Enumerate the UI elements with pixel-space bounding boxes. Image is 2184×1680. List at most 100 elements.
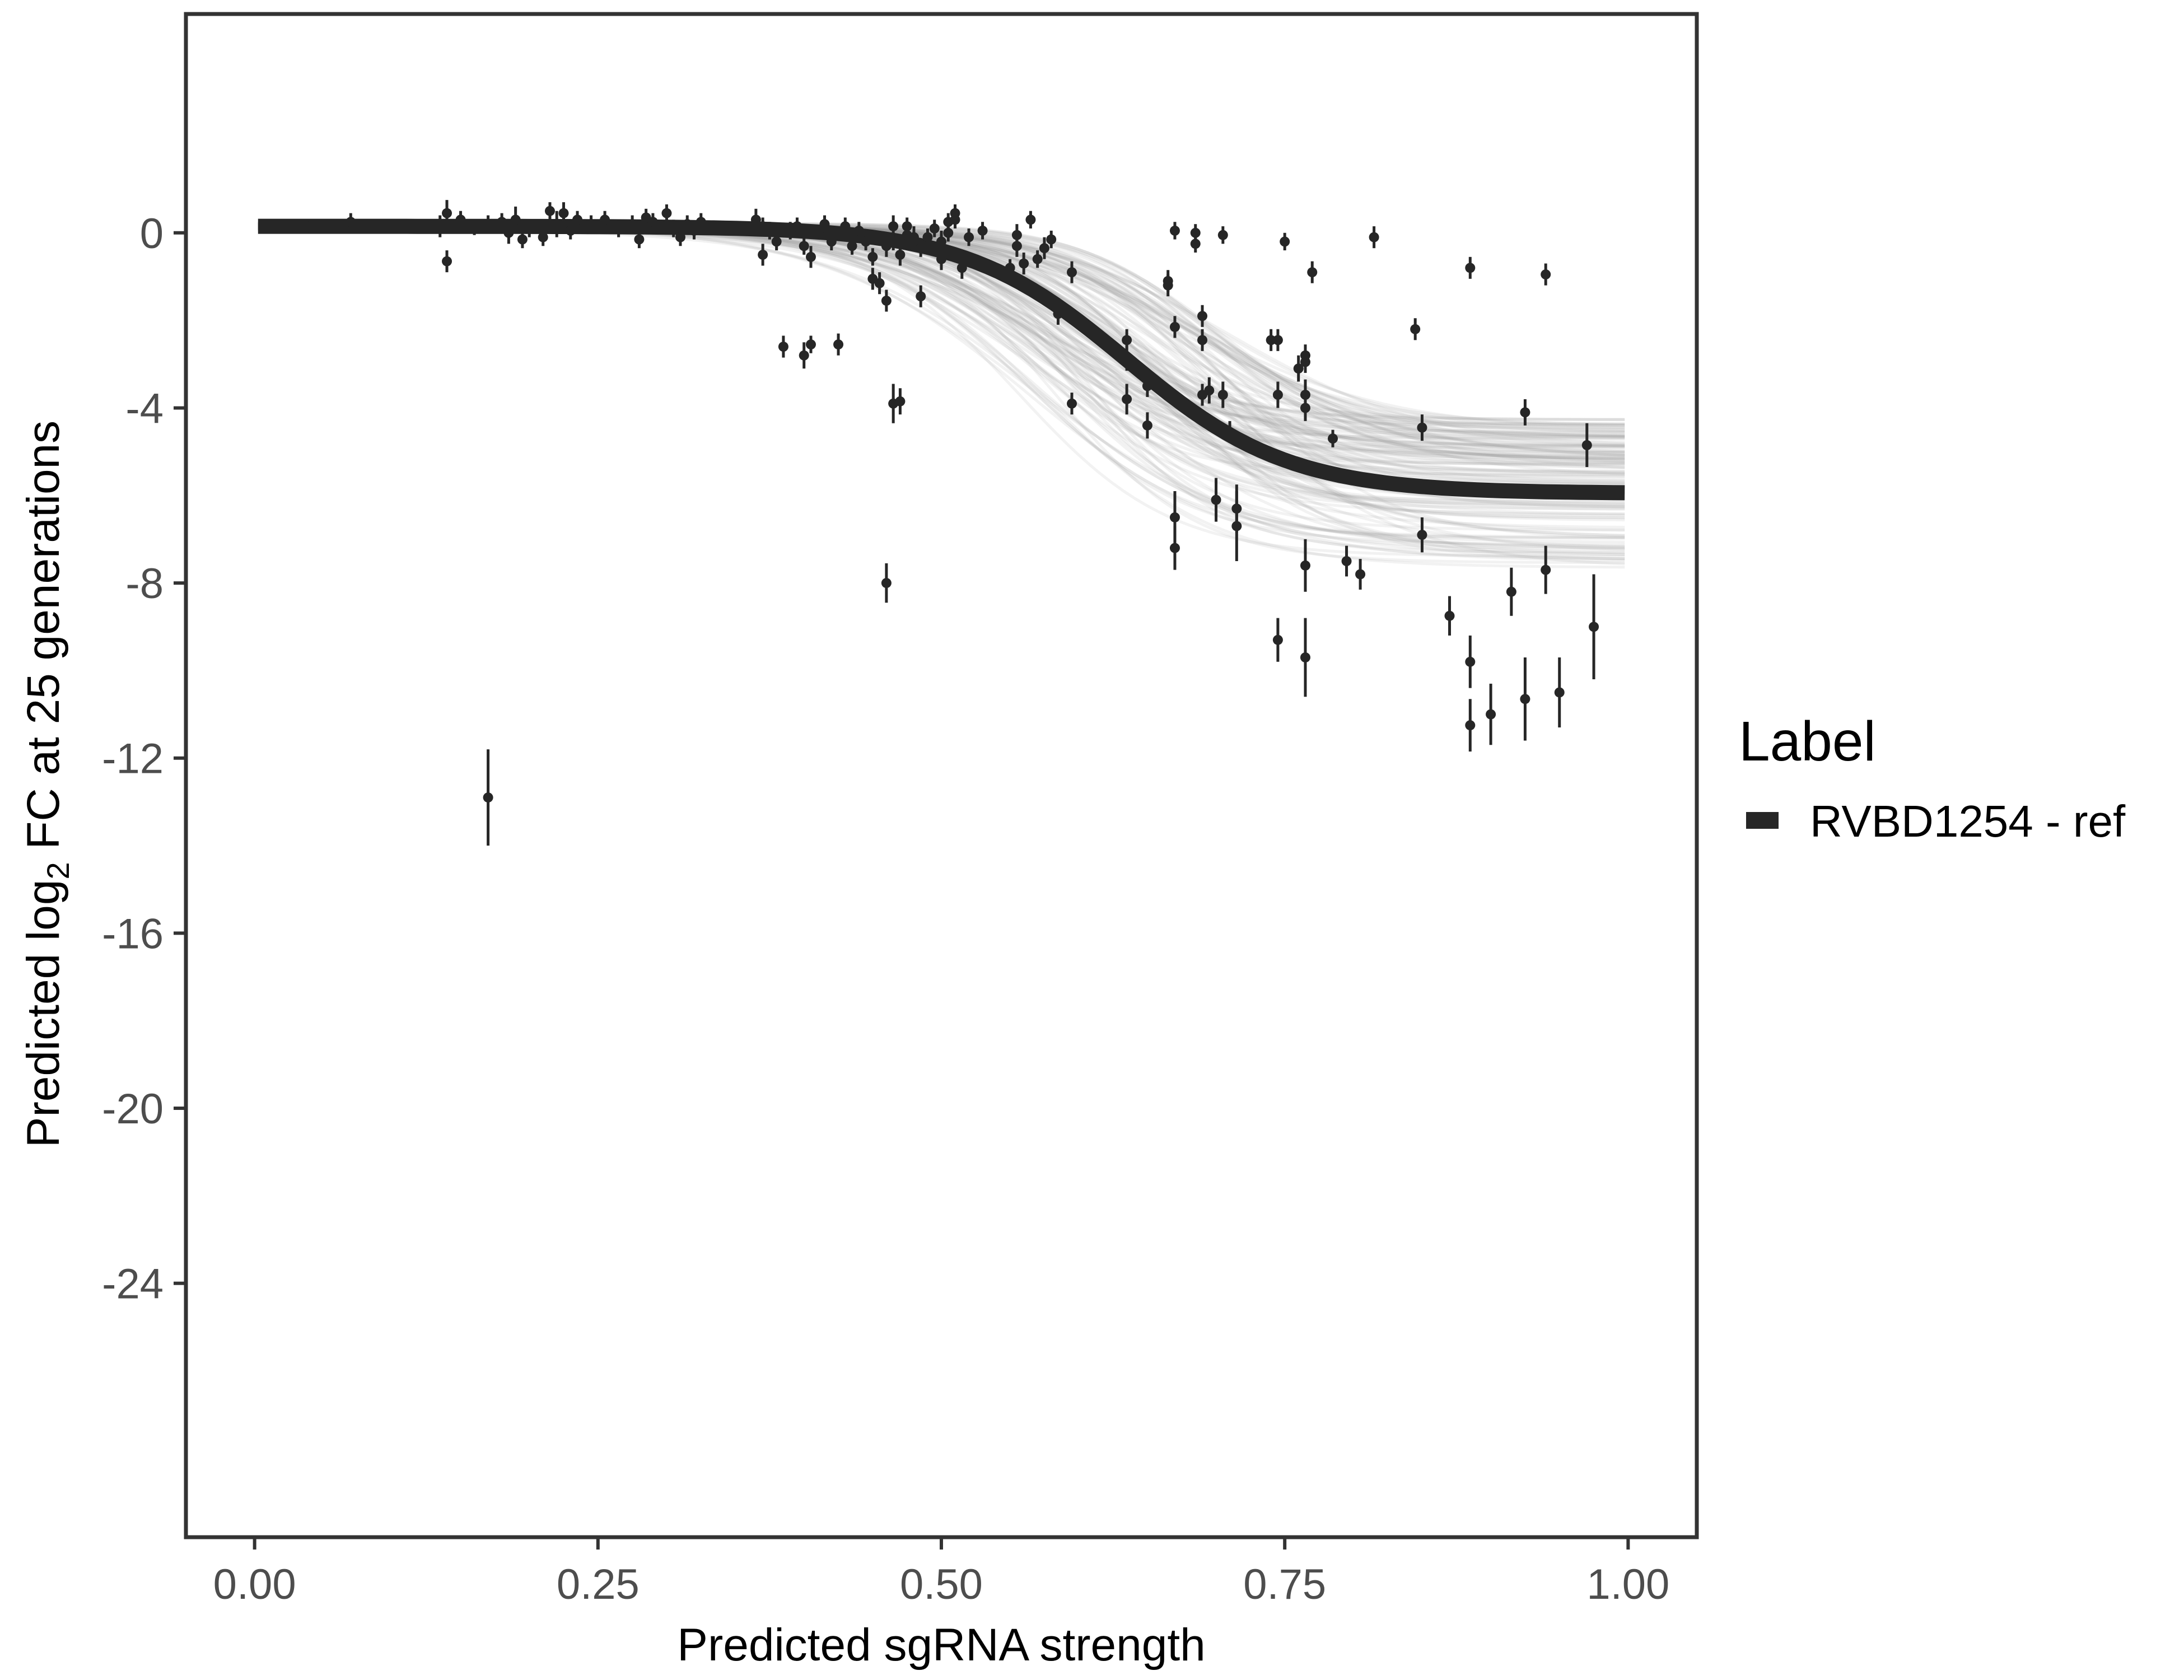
data-point-marker xyxy=(874,278,885,288)
x-tick-label: 0.00 xyxy=(213,1561,296,1608)
data-point xyxy=(758,244,768,266)
data-point-marker xyxy=(1067,267,1077,278)
y-axis-title: Predicted log2 FC at 25 generations xyxy=(18,421,76,1147)
data-point xyxy=(1520,399,1530,426)
data-point xyxy=(1272,381,1283,408)
data-point-marker xyxy=(1307,267,1318,278)
data-point xyxy=(1067,393,1077,415)
data-point-marker xyxy=(1520,407,1530,418)
data-point xyxy=(1417,517,1427,553)
data-point-marker xyxy=(936,236,946,247)
data-point-marker xyxy=(647,217,658,227)
data-point-marker xyxy=(758,249,768,260)
data-point xyxy=(586,215,596,233)
y-tick-label: -20 xyxy=(102,1085,164,1133)
data-points-layer xyxy=(304,200,1599,846)
data-point xyxy=(497,213,507,231)
data-point-marker xyxy=(805,339,816,350)
data-point xyxy=(304,220,315,233)
data-point xyxy=(1417,414,1427,441)
y-tick-label: -8 xyxy=(125,560,164,608)
data-point xyxy=(675,228,685,246)
data-point xyxy=(771,232,782,251)
data-point xyxy=(1011,224,1022,246)
legend-entry-label: RVBD1254 - ref xyxy=(1810,796,2126,846)
data-point xyxy=(888,215,899,237)
data-point-marker xyxy=(1142,420,1152,431)
data-point-marker xyxy=(826,236,837,247)
data-point xyxy=(1197,329,1208,351)
data-point-marker xyxy=(483,792,493,803)
data-point xyxy=(661,204,672,222)
data-point xyxy=(1217,381,1228,408)
data-point xyxy=(916,285,926,307)
data-point xyxy=(1465,635,1476,688)
data-point-marker xyxy=(771,236,782,247)
data-point-marker xyxy=(1272,390,1283,400)
data-point xyxy=(627,215,638,233)
data-point-marker xyxy=(1280,236,1290,247)
x-axis-title: Predicted sgRNA strength xyxy=(677,1620,1205,1670)
x-tick-label: 1.00 xyxy=(1586,1561,1669,1608)
data-point xyxy=(1211,478,1221,522)
data-point-marker xyxy=(1067,398,1077,409)
legend: Label RVBD1254 - ref xyxy=(1739,710,2126,846)
data-point xyxy=(1300,618,1310,697)
data-point-marker xyxy=(1190,227,1201,238)
data-point xyxy=(442,200,452,227)
data-point-marker xyxy=(435,221,445,232)
y-axis-title-subscript: 2 xyxy=(40,862,76,879)
plot-panel-border xyxy=(184,12,1699,1539)
data-point-marker xyxy=(442,256,452,267)
data-point-marker xyxy=(1417,422,1427,433)
data-point xyxy=(600,211,610,228)
data-point-marker xyxy=(538,232,548,242)
data-point-marker xyxy=(881,295,892,306)
data-point xyxy=(1541,545,1551,594)
data-point-marker xyxy=(1300,403,1310,413)
data-point-marker xyxy=(916,243,926,254)
data-point-marker xyxy=(544,206,555,216)
data-point-marker xyxy=(861,236,871,247)
data-point-marker xyxy=(1039,243,1049,254)
data-point-marker xyxy=(1032,254,1043,264)
data-point xyxy=(977,222,988,240)
data-point xyxy=(1190,235,1201,253)
data-point-marker xyxy=(1293,363,1304,374)
data-point xyxy=(572,211,583,228)
x-axis-ticks: 0.00 0.25 0.50 0.75 1.00 xyxy=(213,1539,1669,1608)
data-point-marker xyxy=(675,232,685,242)
data-point-marker xyxy=(1005,263,1015,273)
data-point-marker xyxy=(956,263,967,273)
data-point xyxy=(1369,226,1379,249)
data-point xyxy=(792,217,802,235)
y-axis-title-rest: FC at 25 generations xyxy=(18,421,69,862)
data-point xyxy=(805,246,816,268)
posterior-draw-band xyxy=(258,221,1625,569)
data-point xyxy=(689,222,699,240)
data-point xyxy=(1025,211,1036,228)
data-point xyxy=(613,220,624,237)
data-point-marker xyxy=(867,251,878,262)
data-point xyxy=(1328,430,1338,447)
data-point-marker xyxy=(1589,622,1599,632)
data-point-marker xyxy=(634,234,645,245)
data-point xyxy=(778,335,788,358)
data-point xyxy=(861,232,871,251)
data-point xyxy=(1032,250,1043,268)
data-point-marker xyxy=(1122,335,1132,346)
data-point xyxy=(1231,491,1242,562)
data-point xyxy=(1272,329,1283,351)
data-point xyxy=(1204,377,1215,404)
data-point-marker xyxy=(503,227,514,238)
data-point xyxy=(647,213,658,231)
data-point xyxy=(524,220,535,237)
y-tick-label: -24 xyxy=(102,1261,164,1308)
data-point xyxy=(881,290,892,312)
data-point xyxy=(799,342,809,369)
data-point xyxy=(1589,574,1599,680)
data-point-marker xyxy=(1190,239,1201,249)
data-point xyxy=(634,230,645,249)
data-point xyxy=(1067,261,1077,283)
data-point-marker xyxy=(1300,357,1310,367)
